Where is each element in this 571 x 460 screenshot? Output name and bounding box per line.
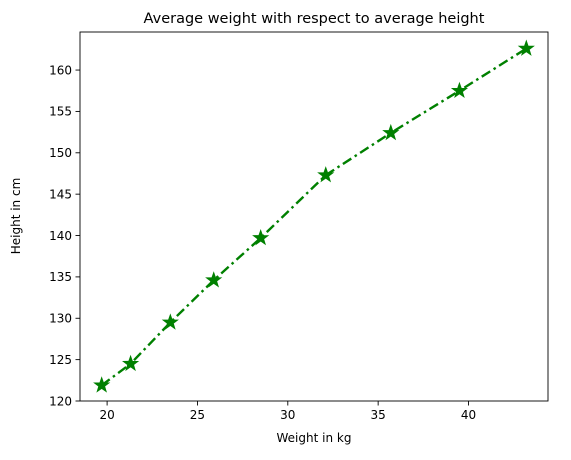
plot-frame <box>79 31 549 402</box>
data-point-7 <box>450 81 469 99</box>
data-point-0 <box>93 376 111 393</box>
x-tick-label-20: 20 <box>99 408 114 422</box>
y-tick-label-155: 155 <box>49 105 72 119</box>
x-tick-label-25: 25 <box>190 408 205 422</box>
plot-layer: 20 25 30 35 40 120 125 130 135 140 145 150 155 160 <box>49 31 549 422</box>
y-tick-label-130: 130 <box>49 312 72 326</box>
chart-title: Average weight with respect to average h… <box>144 11 485 27</box>
data-point-5 <box>317 166 335 183</box>
series-line-0 <box>100 47 527 387</box>
data-point-2 <box>161 313 179 330</box>
data-point-1 <box>122 354 140 372</box>
data-point-6 <box>382 123 400 141</box>
y-tick-label-160: 160 <box>49 63 72 77</box>
x-tick-label-35: 35 <box>371 408 386 422</box>
x-tick-label-30: 30 <box>280 408 295 422</box>
x-tick-label-40: 40 <box>461 408 476 422</box>
data-point-8 <box>517 39 535 56</box>
y-tick-label-150: 150 <box>49 146 72 160</box>
y-axis-title: Height in cm <box>9 178 23 255</box>
y-tick-label-135: 135 <box>49 270 72 284</box>
data-point-4 <box>252 228 270 246</box>
y-tick-label-125: 125 <box>49 353 72 367</box>
data-point-3 <box>205 271 223 288</box>
y-tick-label-145: 145 <box>49 187 72 201</box>
x-axis-title: Weight in kg <box>277 431 352 445</box>
y-tick-label-120: 120 <box>49 394 72 408</box>
y-tick-label-140: 140 <box>49 229 72 243</box>
